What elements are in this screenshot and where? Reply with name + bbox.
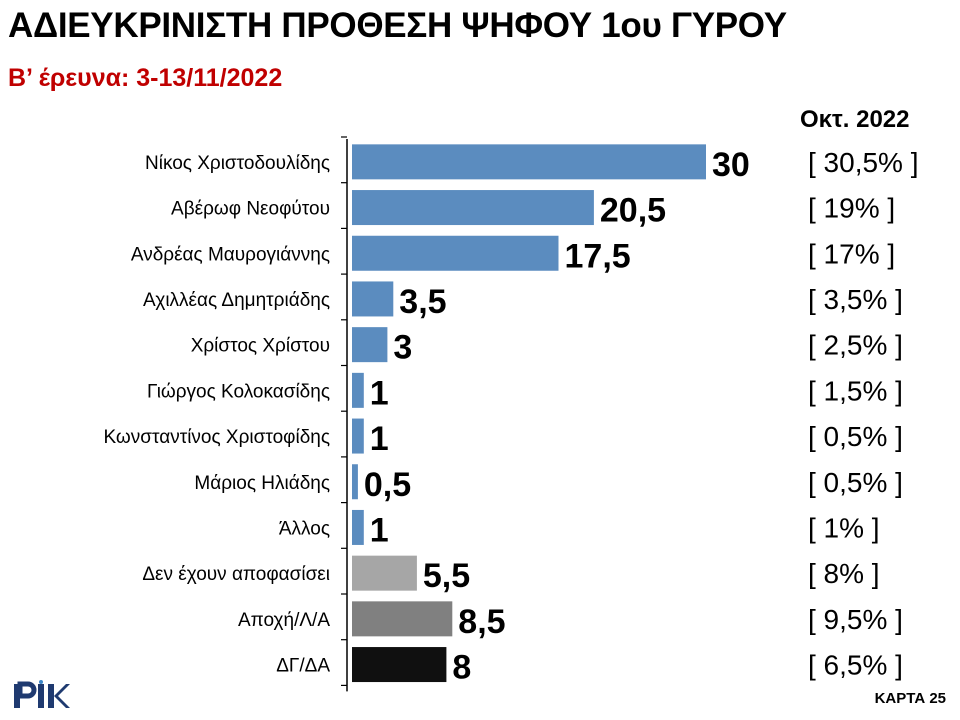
previous-value-label: [ 19% ] — [808, 193, 895, 224]
value-label: 3,5 — [399, 283, 446, 321]
category-label: Αποχή/Λ/Α — [238, 610, 330, 631]
category-label: Γιώργος Κολοκασίδης — [147, 381, 330, 402]
previous-value-label: [ 6,5% ] — [808, 650, 903, 681]
value-label: 30 — [712, 146, 750, 184]
previous-value-label: [ 1% ] — [808, 512, 880, 543]
comparison-header: Οκτ. 2022 — [800, 106, 910, 133]
category-label: Άλλος — [279, 518, 330, 539]
category-label: Χρίστος Χρίστου — [191, 336, 330, 357]
page-subtitle: Β’ έρευνα: 3-13/11/2022 — [8, 64, 283, 92]
bar — [352, 372, 364, 408]
previous-value-label: [ 0,5% ] — [808, 421, 903, 452]
bar — [352, 418, 364, 454]
category-label: Νίκος Χριστοδουλίδης — [145, 153, 330, 174]
bar — [352, 555, 417, 591]
category-label: Αβέρωφ Νεοφύτου — [171, 199, 330, 220]
bar — [352, 647, 447, 683]
previous-value-label: [ 17% ] — [808, 238, 895, 269]
category-label: ΔΓ/ΔΑ — [276, 656, 330, 677]
bar — [352, 144, 706, 180]
value-label: 8,5 — [458, 603, 505, 641]
value-label: 17,5 — [565, 237, 631, 275]
bar — [352, 281, 394, 317]
category-label: Αχιλλέας Δημητριάδης — [143, 290, 330, 311]
previous-value-label: [ 1,5% ] — [808, 375, 903, 406]
value-label: 1 — [370, 511, 389, 549]
previous-value-label: [ 30,5% ] — [808, 147, 919, 178]
value-label: 8 — [452, 649, 471, 687]
previous-value-label: [ 3,5% ] — [808, 284, 903, 315]
value-label: 20,5 — [600, 192, 666, 230]
page-title: ΑΔΙΕΥΚΡΙΝΙΣΤΗ ΠΡΟΘΕΣΗ ΨΗΦΟΥ 1ου ΓΥΡΟΥ — [8, 6, 787, 45]
previous-value-label: [ 8% ] — [808, 558, 880, 589]
category-label: Κωνσταντίνος Χριστοφίδης — [103, 427, 330, 448]
rik-logo — [14, 680, 70, 708]
bar — [352, 601, 453, 637]
value-label: 0,5 — [364, 466, 411, 504]
category-label: Μάριος Ηλιάδης — [194, 473, 330, 494]
category-label: Ανδρέας Μαυρογιάννης — [131, 244, 330, 265]
value-label: 1 — [370, 374, 389, 412]
bar — [352, 235, 559, 271]
bar — [352, 509, 364, 545]
value-label: 3 — [393, 329, 412, 367]
value-label: 1 — [370, 420, 389, 458]
previous-value-label: [ 2,5% ] — [808, 330, 903, 361]
bar — [352, 327, 388, 363]
card-label: ΚΑΡΤΑ 25 — [874, 690, 946, 707]
previous-value-label: [ 0,5% ] — [808, 467, 903, 498]
bar — [352, 464, 358, 500]
value-label: 5,5 — [423, 557, 470, 595]
bar — [352, 190, 594, 226]
category-label: Δεν έχουν αποφασίσει — [142, 564, 330, 585]
previous-value-label: [ 9,5% ] — [808, 604, 903, 635]
